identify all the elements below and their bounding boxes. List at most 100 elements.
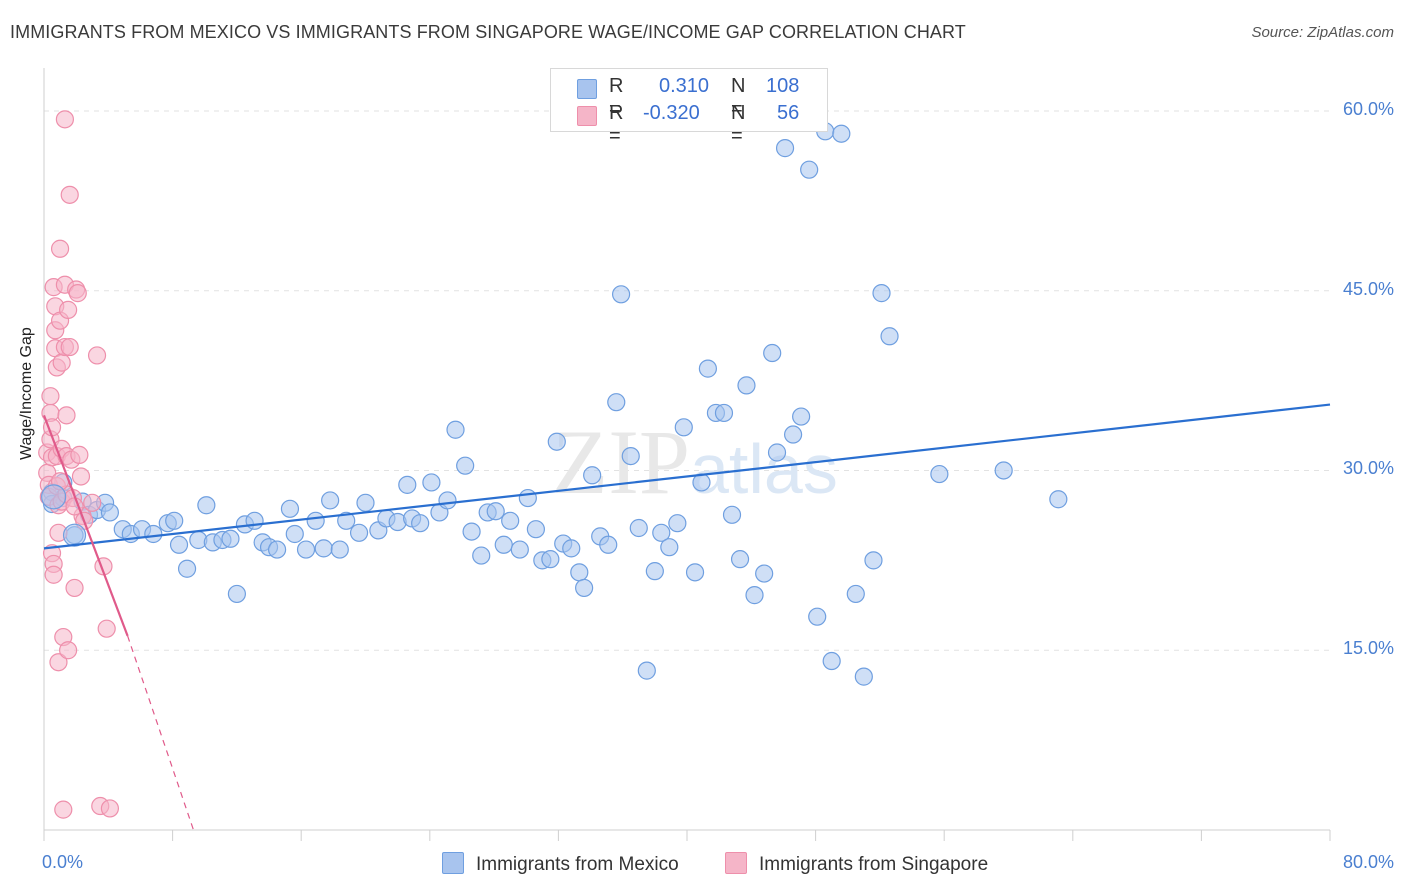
- point-singapore: [57, 406, 76, 425]
- point-mexico: [422, 473, 441, 492]
- point-singapore: [49, 653, 68, 672]
- point-mexico: [227, 584, 246, 604]
- point-mexico: [637, 661, 656, 680]
- point-singapore: [60, 337, 79, 357]
- watermark-atlas: atlas: [690, 430, 838, 508]
- point-mexico: [285, 524, 304, 544]
- point-mexico: [165, 511, 184, 530]
- point-singapore: [60, 185, 79, 204]
- point-mexico: [462, 522, 481, 541]
- point-singapore: [59, 300, 78, 319]
- stats-n-value: 108: [766, 75, 800, 97]
- point-mexico: [674, 418, 693, 437]
- point-mexico: [438, 491, 457, 510]
- watermark-zip: ZIP: [552, 411, 690, 513]
- point-mexico: [221, 529, 240, 548]
- point-mexico: [775, 139, 795, 158]
- stats-swatch-mexico: [577, 79, 597, 99]
- point-mexico: [611, 285, 631, 304]
- point-mexico: [783, 425, 803, 444]
- point-mexico: [652, 523, 671, 542]
- point-mexico: [526, 520, 545, 539]
- stats-n-label: N =: [731, 102, 746, 147]
- x-tick-max: 80.0%: [1342, 852, 1394, 872]
- point-singapore: [59, 641, 78, 660]
- point-mexico: [501, 511, 520, 530]
- stats-r-label: R =: [609, 102, 624, 147]
- legend-item-singapore: Immigrants from Singapore: [725, 852, 988, 876]
- y-tick-label: 15.0%: [1342, 638, 1394, 659]
- y-axis-label: Wage/Income Gap: [18, 327, 35, 460]
- point-mexico: [177, 559, 197, 578]
- point-mexico: [245, 511, 264, 530]
- point-mexico: [144, 524, 163, 544]
- point-mexico: [755, 564, 774, 583]
- point-mexico: [846, 584, 865, 604]
- point-mexico: [472, 546, 491, 565]
- point-mexico: [645, 562, 664, 581]
- trend-line-singapore: [42, 414, 129, 637]
- legend-label-mexico: Immigrants from Mexico: [476, 854, 679, 875]
- point-mexico: [169, 535, 189, 554]
- point-mexico: [792, 407, 811, 426]
- point-mexico: [864, 551, 883, 570]
- point-mexico: [930, 464, 949, 484]
- point-mexico: [62, 523, 87, 547]
- point-singapore: [97, 619, 116, 638]
- point-singapore: [54, 800, 73, 819]
- point-mexico: [267, 540, 287, 559]
- trend-lines: [42, 403, 1331, 831]
- point-mexico: [349, 523, 369, 542]
- stats-n-label: N =: [731, 75, 746, 120]
- chart-title: IMMIGRANTS FROM MEXICO VS IMMIGRANTS FRO…: [10, 22, 966, 42]
- point-mexico: [599, 535, 618, 554]
- point-mexico: [541, 550, 560, 569]
- stats-r-label: R =: [609, 75, 624, 120]
- point-mexico: [398, 475, 417, 494]
- point-mexico: [100, 503, 120, 522]
- point-singapore: [52, 353, 71, 372]
- point-mexico: [570, 563, 589, 582]
- stats-swatch-singapore: [577, 106, 597, 126]
- point-mexico: [854, 667, 873, 686]
- point-mexico: [486, 502, 505, 521]
- stats-n-value: 56: [777, 102, 800, 124]
- legend-label-singapore: Immigrants from Singapore: [759, 854, 989, 875]
- point-mexico: [337, 511, 356, 530]
- point-mexico: [730, 550, 750, 569]
- point-mexico: [456, 456, 475, 475]
- point-mexico: [629, 518, 648, 538]
- point-singapore: [100, 799, 120, 818]
- point-mexico: [660, 538, 679, 557]
- point-mexico: [994, 461, 1013, 480]
- point-singapore: [71, 467, 91, 486]
- point-singapore: [87, 346, 107, 365]
- legend-item-mexico: Immigrants from Mexico: [442, 852, 679, 876]
- point-mexico: [583, 466, 602, 485]
- point-mexico: [356, 493, 375, 512]
- point-mexico: [737, 376, 756, 395]
- point-mexico: [446, 420, 465, 439]
- data-points: [38, 110, 1068, 819]
- point-mexico: [763, 343, 782, 363]
- point-mexico: [510, 540, 529, 559]
- legend-swatch-mexico: [442, 852, 464, 874]
- stats-r-value: -0.320: [643, 102, 700, 124]
- stats-box: R = 0.310 N = 108 R = -0.320 N = 56: [550, 68, 828, 147]
- point-mexico: [621, 446, 640, 466]
- point-mexico: [714, 403, 734, 423]
- point-mexico: [321, 491, 340, 510]
- point-mexico: [722, 505, 742, 524]
- point-mexico: [494, 535, 513, 554]
- trend-line-mexico: [43, 403, 1331, 550]
- point-singapore: [68, 284, 87, 303]
- point-mexico: [822, 651, 841, 671]
- point-mexico: [280, 499, 300, 518]
- point-mexico: [330, 540, 349, 559]
- trend-line-singapore-extension: [127, 635, 195, 831]
- point-mexico: [306, 511, 325, 530]
- point-singapore: [41, 387, 60, 406]
- point-mexico: [518, 488, 537, 508]
- y-tick-label: 60.0%: [1342, 98, 1394, 119]
